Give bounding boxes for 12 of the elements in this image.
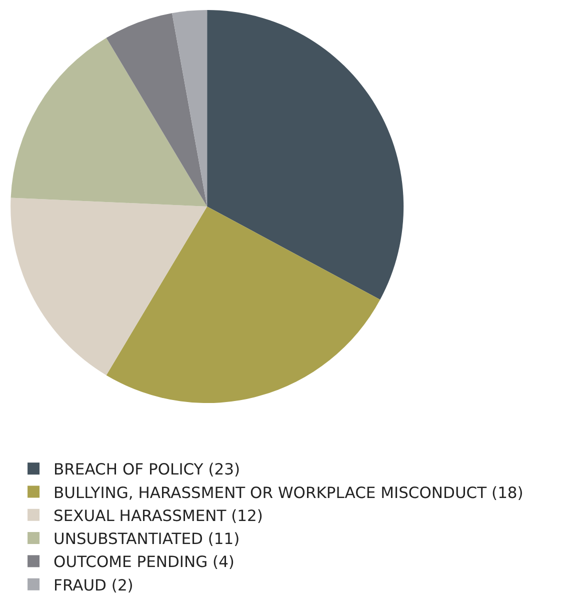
pie-slice xyxy=(106,13,208,207)
legend-label: OUTCOME PENDING (4) xyxy=(54,553,234,572)
legend-label: SEXUAL HARASSMENT (12) xyxy=(54,506,263,525)
legend-label: BREACH OF POLICY (23) xyxy=(54,460,240,479)
pie-slice xyxy=(10,38,208,207)
pie-slice xyxy=(10,198,208,376)
pie-slice xyxy=(172,10,208,207)
legend-label: BULLYING, HARASSMENT OR WORKPLACE MISCONDUCT (18) xyxy=(54,484,524,502)
pie-slice xyxy=(106,206,380,403)
legend-label: UNSUBSTANTIATED (11) xyxy=(54,530,240,548)
legend-label: FRAUD (2) xyxy=(54,576,134,594)
pie-slice xyxy=(207,10,404,300)
